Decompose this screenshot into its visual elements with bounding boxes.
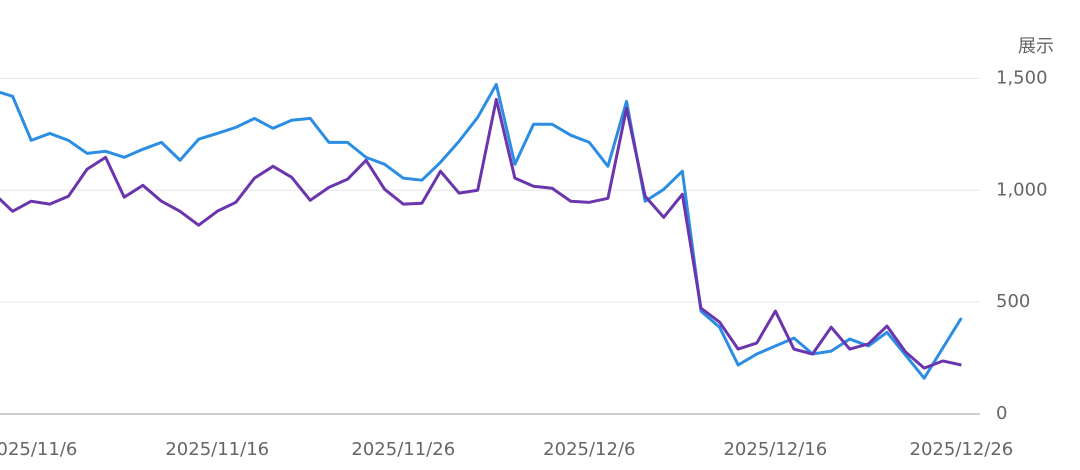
y-tick-label: 500: [996, 291, 1030, 312]
x-tick-label: 2025/11/26: [351, 439, 455, 460]
plot-area: [0, 82, 963, 380]
y-axis-label: 展示: [1018, 36, 1054, 57]
y-tick-label: 1,500: [996, 67, 1048, 88]
x-tick-label: 2025/12/16: [723, 439, 827, 460]
x-tick-label: 2025/11/16: [165, 439, 269, 460]
y-tick-label: 0: [996, 403, 1007, 424]
x-tick-label: 2025/11/6: [0, 439, 77, 460]
y-tick-label: 1,000: [996, 179, 1048, 200]
x-tick-label: 2025/12/26: [910, 439, 1014, 460]
x-tick-label: 2025/12/6: [543, 439, 635, 460]
data-line: [0, 97, 962, 370]
data-line: [0, 82, 963, 380]
